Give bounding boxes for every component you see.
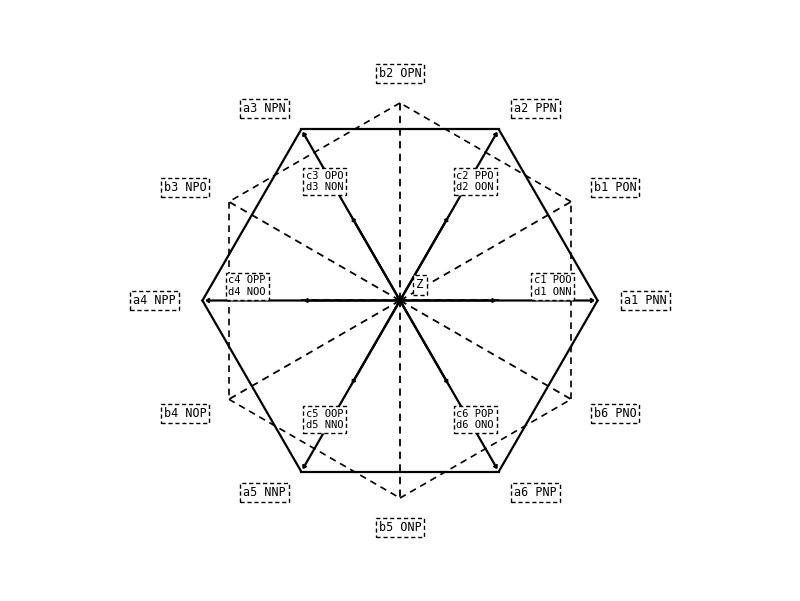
Text: a5 NNP: a5 NNP — [243, 486, 286, 499]
Text: Z: Z — [416, 278, 423, 291]
Text: b5 ONP: b5 ONP — [378, 520, 422, 534]
Text: a2 PPN: a2 PPN — [514, 102, 557, 115]
Text: b6 PNO: b6 PNO — [594, 407, 637, 420]
Text: c2 PPO
d2 OON: c2 PPO d2 OON — [457, 171, 494, 192]
Text: b4 NOP: b4 NOP — [163, 407, 206, 420]
Text: a4 NPP: a4 NPP — [133, 294, 176, 307]
Text: c1 POO
d1 ONN: c1 POO d1 ONN — [534, 275, 571, 297]
Text: a3 NPN: a3 NPN — [243, 102, 286, 115]
Text: c5 OOP
d5 NNO: c5 OOP d5 NNO — [306, 409, 343, 430]
Text: b1 PON: b1 PON — [594, 181, 637, 194]
Text: c4 OPP
d4 NOO: c4 OPP d4 NOO — [229, 275, 266, 297]
Text: c6 POP
d6 ONO: c6 POP d6 ONO — [457, 409, 494, 430]
Text: b3 NPO: b3 NPO — [163, 181, 206, 194]
Text: b2 OPN: b2 OPN — [378, 67, 422, 81]
Text: c3 OPO
d3 NON: c3 OPO d3 NON — [306, 171, 343, 192]
Text: a6 PNP: a6 PNP — [514, 486, 557, 499]
Text: a1 PNN: a1 PNN — [624, 294, 667, 307]
